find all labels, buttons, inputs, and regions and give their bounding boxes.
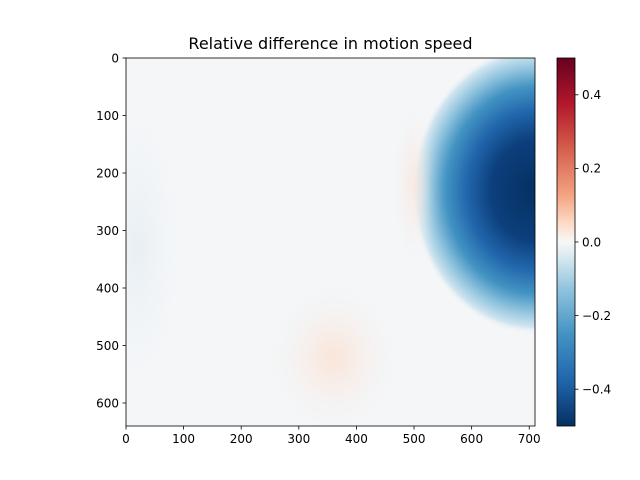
chart-title: Relative difference in motion speed — [188, 34, 472, 53]
heatmap-region-2 — [396, 94, 433, 275]
y-tick-label: 500 — [96, 339, 119, 353]
colorbar-axis: 0.4 0.2 0.0 −0.2 −0.4 — [575, 88, 611, 397]
y-tick-label: 400 — [96, 281, 119, 295]
y-tick-label: 100 — [96, 109, 119, 123]
colorbar-tick-label: 0.2 — [582, 162, 601, 176]
y-tick-label: 0 — [111, 51, 119, 65]
x-axis: 0 100 200 300 400 500 600 700 — [122, 426, 541, 446]
colorbar-tick-label: −0.2 — [582, 309, 611, 323]
y-tick-label: 300 — [96, 224, 119, 238]
x-tick-label: 700 — [518, 432, 541, 446]
colorbar-tick-label: 0.0 — [582, 235, 601, 249]
colorbar-tick-label: −0.4 — [582, 383, 611, 397]
y-axis: 0 100 200 300 400 500 600 — [96, 51, 126, 410]
x-tick-label: 500 — [403, 432, 426, 446]
colorbar-tick-label: 0.4 — [582, 88, 601, 102]
heatmap-region-3 — [263, 277, 404, 426]
plot-frame — [125, 57, 536, 427]
x-tick-label: 100 — [172, 432, 195, 446]
x-tick-label: 200 — [230, 432, 253, 446]
y-tick-label: 200 — [96, 166, 119, 180]
x-tick-label: 600 — [460, 432, 483, 446]
heatmap-region-4 — [126, 97, 183, 398]
heatmap-region-1 — [411, 58, 535, 334]
x-tick-label: 400 — [345, 432, 368, 446]
x-tick-label: 300 — [287, 432, 310, 446]
x-tick-label: 0 — [122, 432, 130, 446]
y-tick-label: 600 — [96, 396, 119, 410]
colorbar — [556, 57, 576, 427]
heatmap — [126, 58, 535, 426]
